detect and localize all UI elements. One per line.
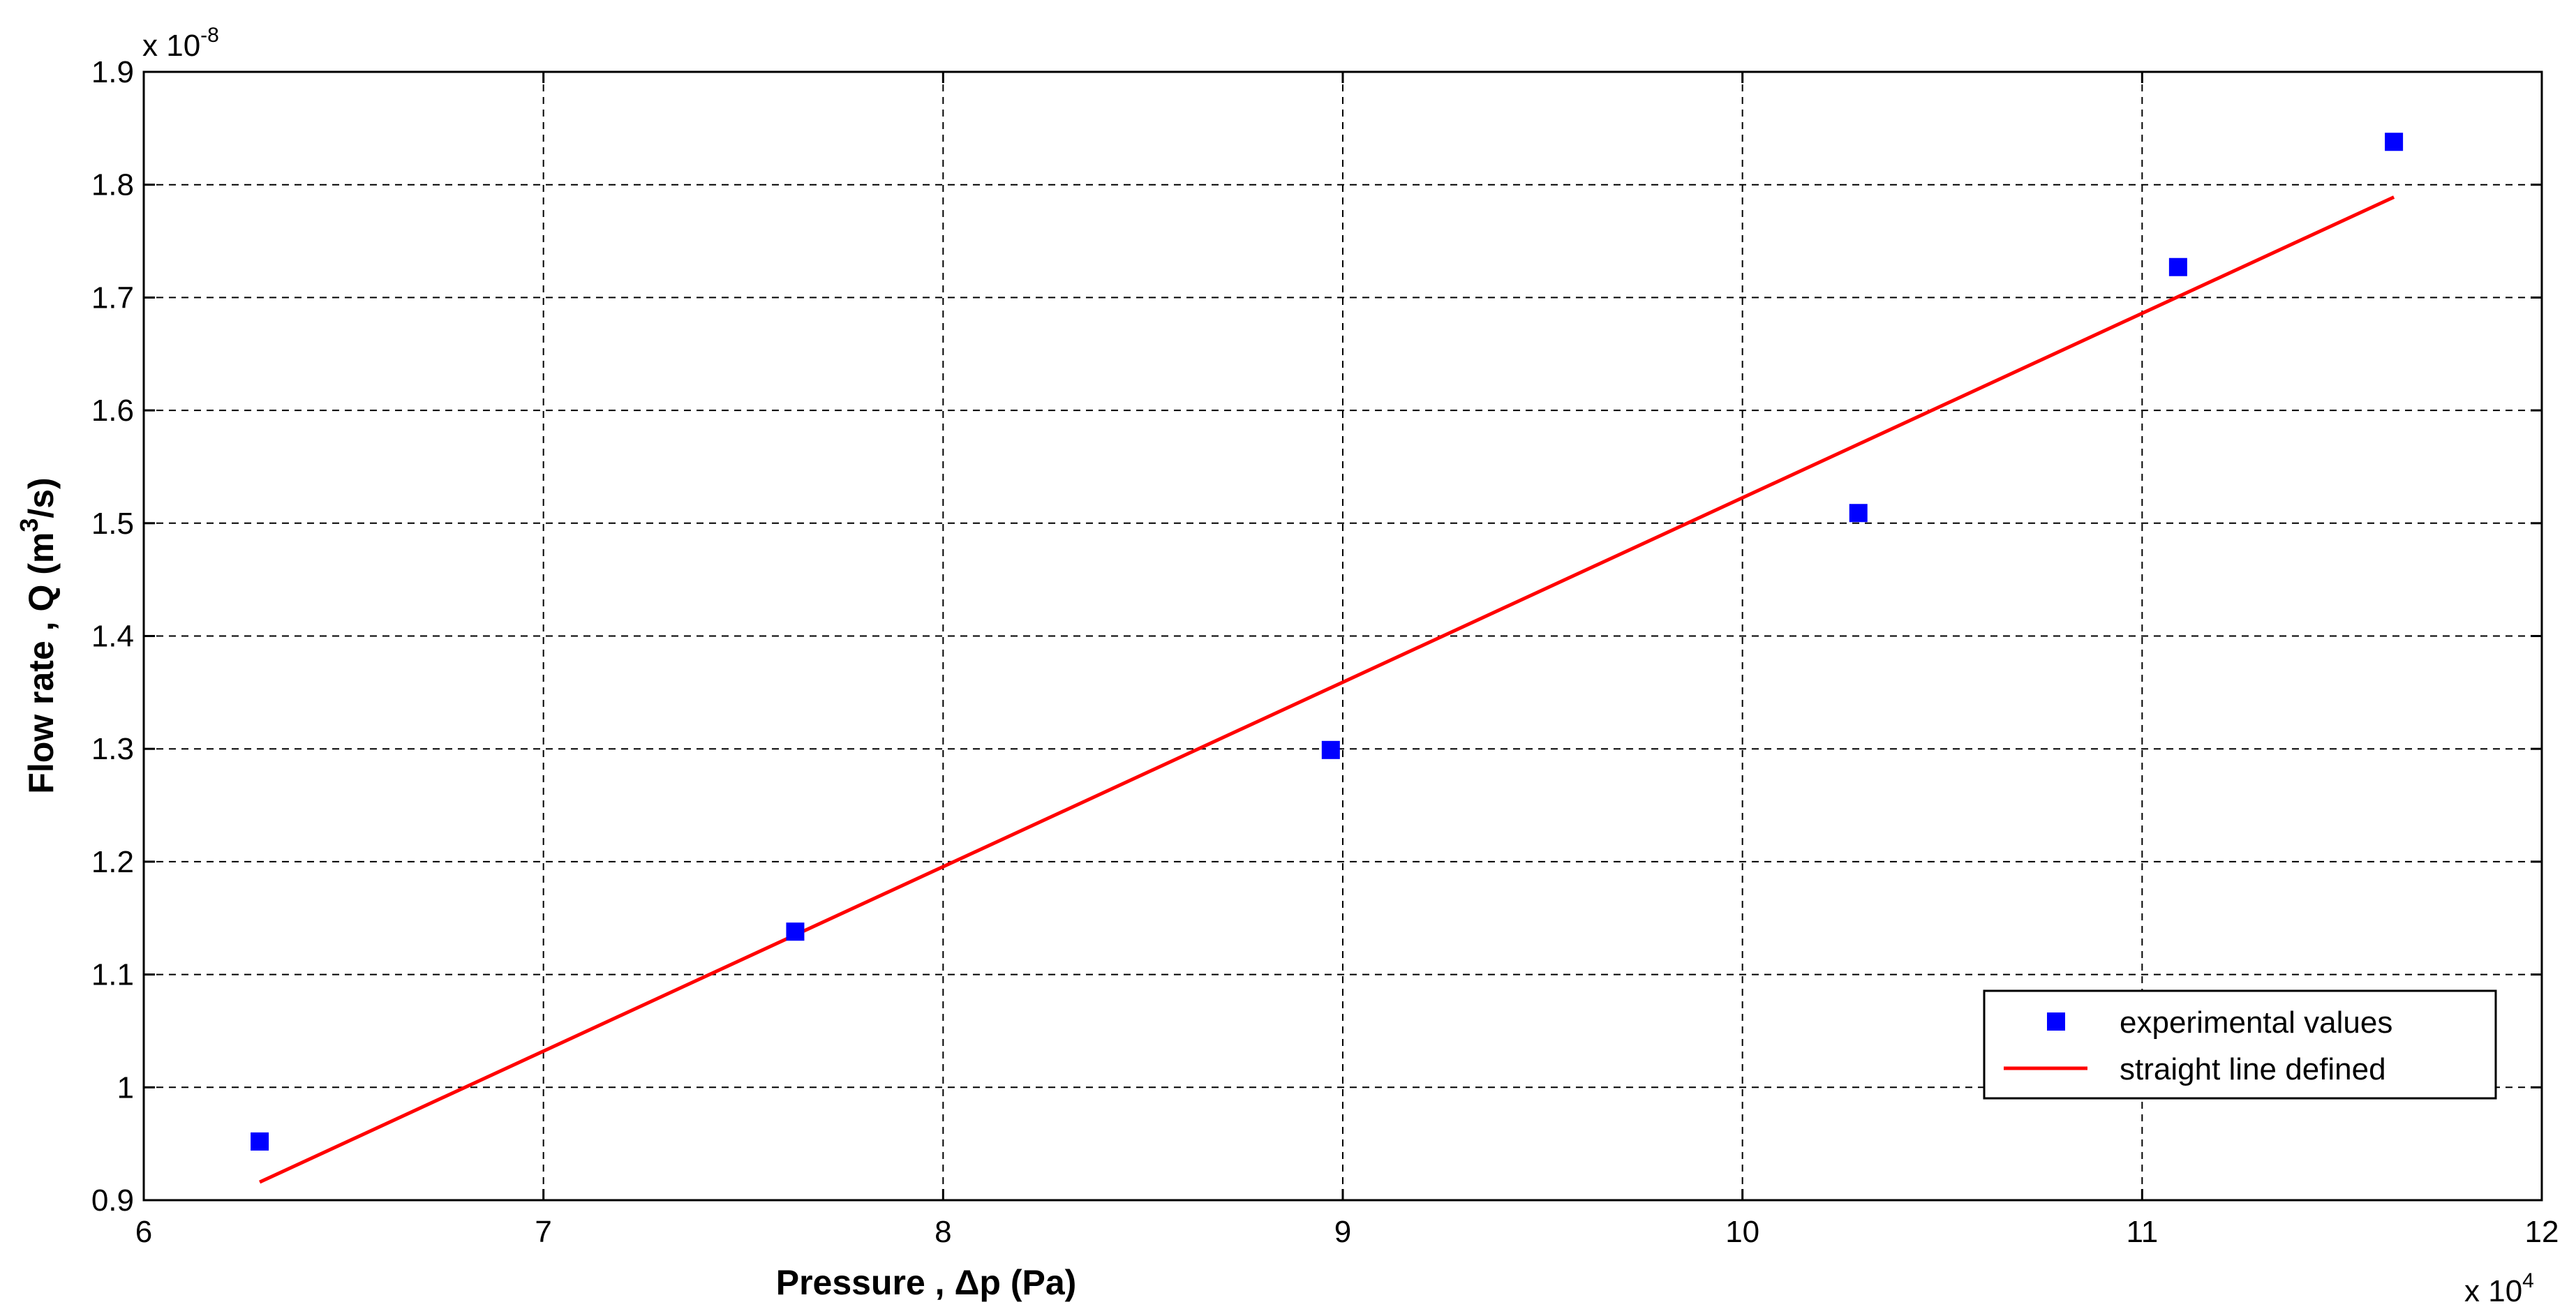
x-exponent-label: x 104 <box>2464 1269 2534 1308</box>
y-tick-label: 1.3 <box>91 732 134 766</box>
legend-box <box>1983 989 2497 1100</box>
y-exponent-label: x 10-8 <box>142 24 219 63</box>
legend-marker-experimental <box>2047 1012 2065 1031</box>
data-point <box>1321 740 1340 759</box>
legend-label-straight: straight line defined <box>2120 1052 2386 1086</box>
legend: experimental values straight line define… <box>1983 989 2497 1100</box>
series-layer <box>251 133 2404 1184</box>
y-tick-label: 0.9 <box>91 1183 134 1218</box>
data-point <box>786 922 805 941</box>
x-tick-label: 9 <box>1334 1215 1351 1249</box>
y-tick-label: 1 <box>117 1070 134 1105</box>
x-axis-title: Pressure , Δp (Pa) <box>776 1263 1077 1302</box>
y-tick-label: 1.7 <box>91 281 134 315</box>
data-point <box>2168 257 2187 276</box>
legend-label-experimental: experimental values <box>2120 1005 2392 1040</box>
y-tick-label: 1.1 <box>91 958 134 992</box>
tick-marks <box>142 70 2543 1202</box>
y-tick-label: 1.8 <box>91 168 134 202</box>
data-point <box>251 1132 269 1151</box>
y-tick-label: 1.4 <box>91 620 134 654</box>
data-point <box>2385 133 2404 151</box>
y-tick-label: 1.6 <box>91 394 134 428</box>
x-tick-label: 7 <box>535 1215 551 1249</box>
x-tick-labels: 6 7 8 9 10 11 12 <box>135 1215 2559 1249</box>
x-tick-label: 10 <box>1725 1215 1759 1249</box>
fit-line <box>259 195 2395 1184</box>
x-tick-label: 6 <box>135 1215 152 1249</box>
x-tick-label: 12 <box>2525 1215 2559 1249</box>
y-tick-label: 1.5 <box>91 507 134 541</box>
y-tick-labels: 0.9 1 1.1 1.2 1.3 1.4 1.5 1.6 1.7 1.8 1.9 <box>91 55 134 1218</box>
x-tick-label: 11 <box>2126 1215 2158 1249</box>
x-tick-label: 8 <box>935 1215 951 1249</box>
y-tick-label: 1.9 <box>91 55 134 89</box>
y-tick-label: 1.2 <box>91 845 134 879</box>
y-axis-title: Flow rate , Q (m3/s) <box>15 477 61 793</box>
grid <box>144 72 2542 1200</box>
data-point <box>1849 504 1868 523</box>
